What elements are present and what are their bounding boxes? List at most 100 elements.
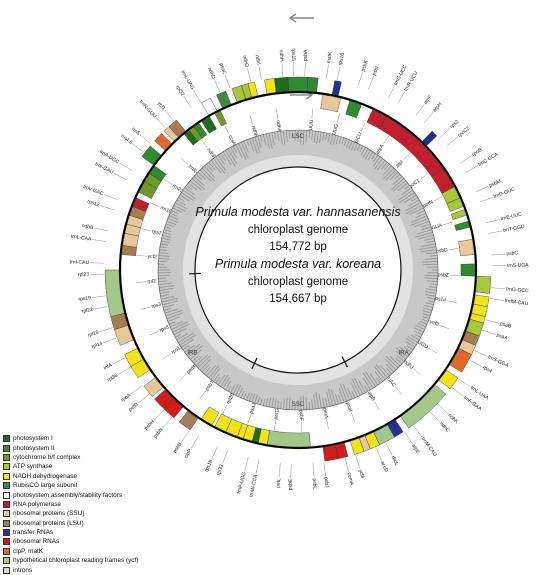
gene-leader-line — [245, 458, 249, 472]
gene-label: trnN-GUU — [138, 99, 158, 120]
gene-leader-line — [398, 92, 405, 104]
gene-label: ycf2 — [147, 254, 157, 261]
gene-block — [264, 78, 276, 93]
legend-item: ribosomal proteins (LSU) — [3, 519, 153, 528]
gene-label: rps2 — [449, 119, 460, 130]
gene-label: trnW-CCA — [249, 474, 260, 498]
gene-leader-line — [452, 388, 463, 396]
gene-leader-line — [476, 186, 489, 192]
gc-spike — [309, 130, 310, 137]
legend-swatch — [3, 567, 10, 574]
gene-label: atpE — [410, 443, 421, 455]
gene-label: trnS-GGA — [487, 354, 510, 369]
gene-leader-line — [337, 113, 340, 123]
gene-label: psbH — [143, 419, 156, 432]
gene-leader-line — [191, 436, 198, 448]
legend-swatch — [3, 492, 10, 499]
gene-label: clpP — [183, 447, 193, 459]
gene-label: trnI-CAU — [70, 259, 90, 266]
genome-2-name: Primula modesta var. koreana — [215, 257, 381, 271]
gene-leader-line — [156, 118, 166, 128]
legend-swatch — [3, 482, 10, 489]
gene-block — [267, 431, 310, 447]
gene-leader-line — [368, 76, 373, 89]
gene-leader-line — [491, 288, 505, 289]
gene-leader-line — [150, 331, 159, 335]
gene-label: psaI — [344, 402, 353, 413]
gene-label: ndhG — [241, 55, 250, 68]
gene-label: trnL-CAA — [70, 234, 92, 243]
gene-label: psaC — [218, 62, 228, 75]
gene-label: rps4 — [481, 365, 493, 375]
gene-label: infA — [103, 362, 114, 372]
gene-label: atpB — [366, 390, 377, 402]
gene-label: rps8 — [159, 324, 171, 333]
gene-leader-line — [120, 163, 132, 170]
gene-leader-line — [434, 197, 443, 202]
gene-leader-line — [486, 219, 500, 222]
gene-label: psbN — [152, 427, 164, 440]
gene-label: trnR-UCU — [403, 70, 420, 92]
gene-label: rpoB — [471, 147, 484, 158]
gene-leader-line — [438, 404, 448, 414]
gene-leader-line — [388, 86, 395, 98]
gene-leader-line — [383, 136, 389, 144]
gene-block — [451, 209, 466, 219]
gene-leader-line — [413, 369, 421, 376]
gene-label: psaJ — [249, 402, 258, 414]
gene-label: psbB — [172, 441, 184, 454]
legend-item: ribosomal proteins (SSU) — [3, 509, 153, 518]
gene-leader-line — [131, 386, 142, 394]
gene-block — [288, 77, 308, 91]
gene-label: trnI-GAU — [94, 161, 115, 176]
gene-leader-line — [326, 64, 328, 78]
gene-leader-line — [486, 320, 500, 324]
legend-item: photosystem I — [3, 434, 153, 443]
gene-leader-line — [416, 105, 424, 116]
gene-leader-line — [154, 410, 164, 420]
gene-block — [215, 111, 227, 126]
gene-leader-line — [250, 115, 253, 125]
gene-leader-line — [94, 307, 108, 310]
gene-label: trnfM-CAU — [504, 298, 529, 307]
gene-leader-line — [256, 460, 259, 474]
gene-leader-line — [212, 447, 218, 460]
legend-swatch — [3, 435, 10, 442]
gene-leader-line — [92, 240, 106, 242]
gc-spike — [425, 275, 438, 276]
gene-leader-line — [312, 109, 313, 119]
gene-leader-line — [225, 126, 230, 135]
gene-leader-line — [222, 451, 227, 464]
gene-label: ndhH — [278, 50, 285, 63]
gene-label: psbA — [303, 49, 309, 61]
gene-leader-line — [358, 72, 362, 85]
gene-label: rps12 — [86, 199, 100, 209]
gene-leader-line — [113, 358, 125, 364]
gene-label: rps15 — [290, 48, 296, 61]
gene-label: trnG-GCC — [506, 286, 529, 294]
gene-leader-line — [118, 367, 130, 374]
legend-label: hypothetical chloroplast reading frames … — [13, 556, 138, 565]
gene-label: ndhK — [447, 413, 460, 426]
legend-item: ribosomal RNAs — [3, 537, 153, 546]
gene-leader-line — [356, 455, 360, 468]
gene-leader-line — [276, 109, 277, 119]
genome-2-size: 154,667 bp — [269, 293, 327, 305]
legend-item: photosystem assembly/stability factors — [3, 490, 153, 499]
legend-swatch — [3, 529, 10, 536]
gene-label: atpF — [423, 94, 434, 106]
gene-block — [401, 385, 446, 428]
gene-leader-line — [428, 348, 437, 353]
gene-leader-line — [181, 158, 188, 165]
legend-label: transfer RNAs — [13, 528, 53, 537]
legend-swatch — [3, 520, 10, 527]
gene-leader-line — [337, 66, 340, 80]
gene-leader-line — [324, 462, 326, 476]
gene-label: atpI — [395, 159, 405, 169]
gene-label: petG — [273, 408, 281, 420]
gene-leader-line — [361, 123, 365, 132]
legend-item: ATP synthase — [3, 462, 153, 471]
gene-leader-line — [136, 282, 146, 283]
gene-label: ycf3 — [429, 319, 440, 328]
legend-label: NADH dehydrogenase — [13, 472, 77, 481]
